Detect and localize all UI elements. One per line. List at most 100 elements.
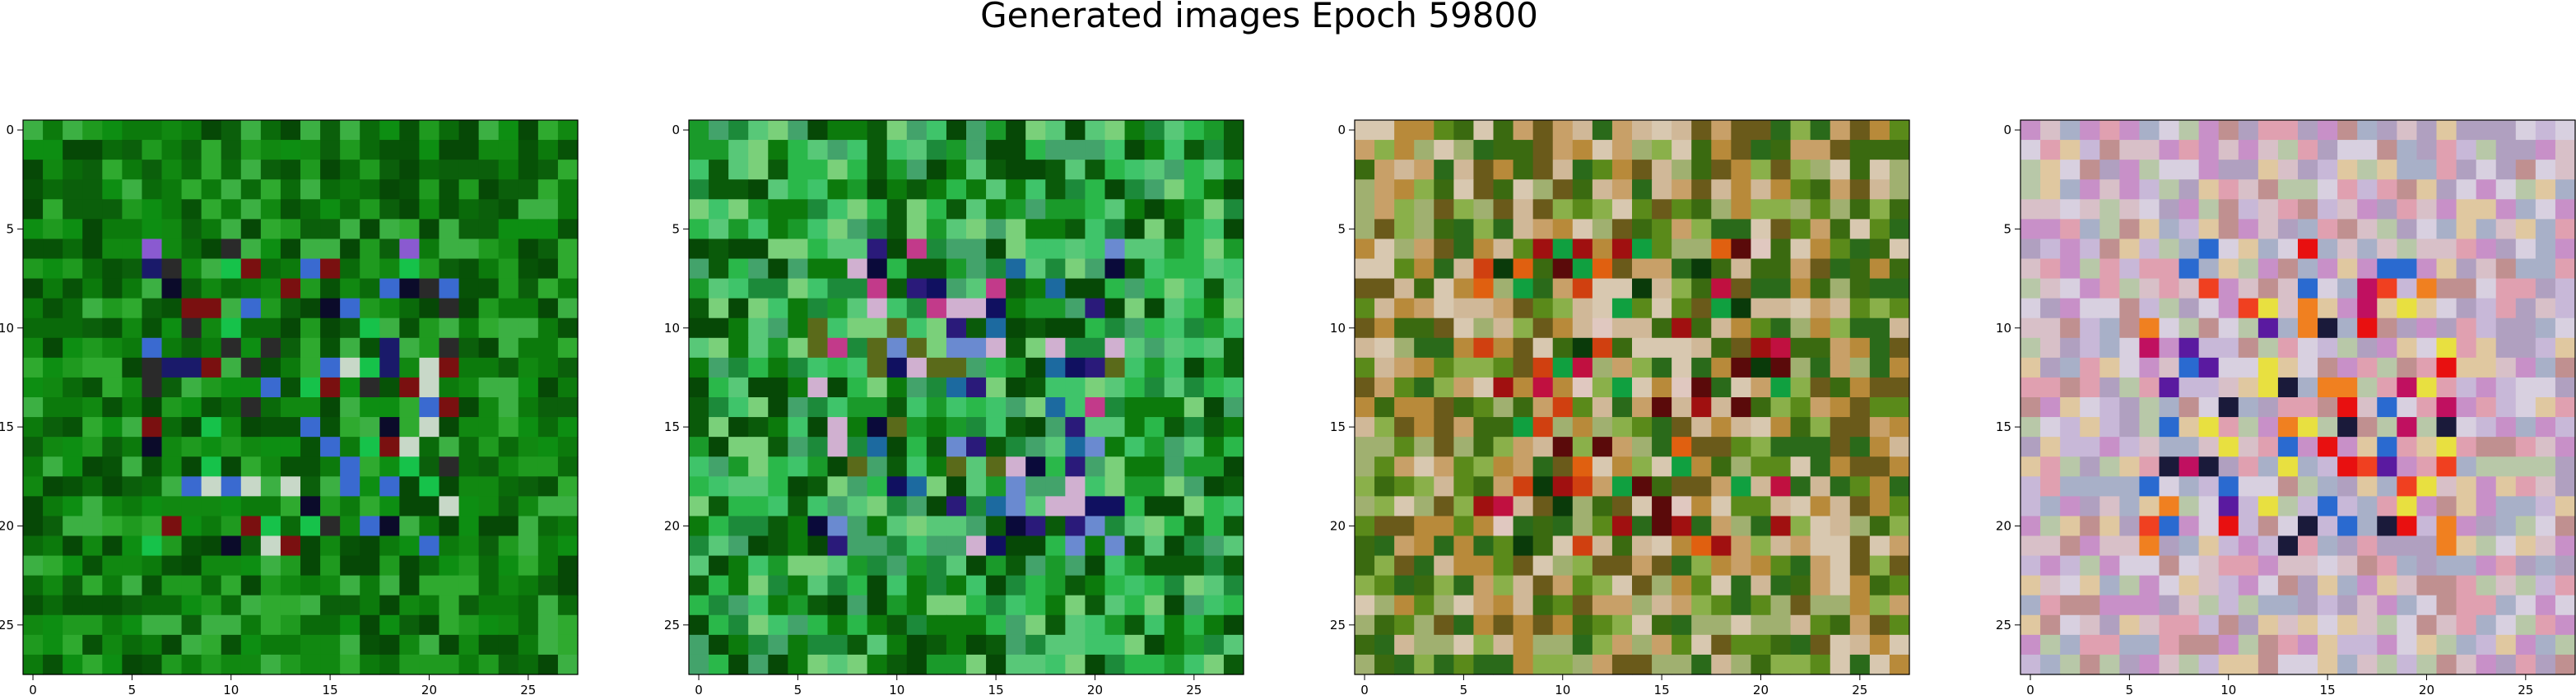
pixel [2198,317,2220,339]
pixel [1473,219,1495,240]
pixel [689,199,709,220]
pixel [161,397,183,418]
pixel [1611,278,1633,299]
pixel [2159,278,2180,299]
pixel [1830,595,1851,616]
pixel [1025,535,1046,557]
pixel [768,120,788,141]
pixel [728,456,749,477]
pixel [399,614,421,636]
pixel [201,377,222,398]
pixel [2436,496,2457,517]
pixel [1355,120,1375,141]
pixel [1453,595,1475,616]
pixel [2337,516,2358,537]
pixel [728,278,749,299]
pixel [2178,179,2200,200]
pixel [1532,120,1554,141]
pixel [2515,120,2536,141]
pixel [2456,298,2477,319]
pixel [1085,437,1106,457]
pixel [768,555,788,577]
pixel [518,298,539,319]
pixel [1065,377,1086,398]
pixel [926,317,947,339]
pixel [1124,140,1146,160]
pixel [1751,516,1772,537]
pixel [1434,377,1454,398]
pixel [2318,397,2338,418]
pixel [23,456,44,477]
pixel [478,516,500,537]
pixel [1414,337,1434,359]
pixel [2139,179,2160,200]
pixel [1144,456,1165,477]
pixel [867,634,888,656]
pixel [142,377,163,398]
pixel [1672,160,1692,180]
pixel [2555,219,2576,240]
pixel [2020,337,2041,359]
pixel [458,278,480,299]
pixel [986,239,1007,260]
pixel [1104,357,1126,378]
pixel [2337,377,2358,398]
pixel [2298,397,2318,418]
pixel [360,417,380,438]
pixel [2318,337,2338,359]
pixel [2060,516,2081,537]
pixel [2257,397,2279,418]
pixel [300,199,321,220]
pixel [1889,317,1910,339]
pixel [379,595,400,616]
pixel [1085,239,1106,260]
pixel [240,199,262,220]
pixel [399,516,421,537]
pixel [1731,437,1752,457]
pixel [2277,614,2299,636]
pixel [748,120,769,141]
pixel [847,634,868,656]
pixel [728,516,749,537]
pixel [379,417,400,438]
pixel [2416,278,2438,299]
pixel [360,219,380,240]
pixel [280,199,301,220]
pixel [2456,437,2477,457]
pixel [1513,239,1534,260]
pixel [2159,614,2180,636]
pixel [807,239,829,260]
pixel [1203,516,1225,537]
pixel [2139,614,2160,636]
pixel [43,179,63,200]
pixel [419,437,440,457]
pixel [788,298,809,319]
pixel [2357,535,2378,557]
pixel [2357,160,2378,180]
pixel [2040,258,2061,280]
pixel [1355,476,1375,497]
pixel [1223,120,1244,141]
pixel [1552,278,1574,299]
pixel [122,258,143,280]
pixel [2119,456,2141,477]
pixel [379,437,400,457]
pixel [1869,496,1890,517]
pixel [1889,614,1910,636]
pixel [2416,199,2438,220]
pixel [320,357,341,378]
pixel [82,120,103,141]
pixel [2238,654,2259,675]
pixel [320,278,341,299]
pixel [2198,516,2220,537]
pixel [1473,417,1495,438]
pixel [1869,516,1890,537]
pixel [986,417,1007,438]
pixel [1751,555,1772,577]
pixel [2060,476,2081,497]
pixel [2318,160,2338,180]
pixel [2277,575,2299,596]
pixel [221,614,242,636]
pixel [847,219,868,240]
pixel [518,555,539,577]
